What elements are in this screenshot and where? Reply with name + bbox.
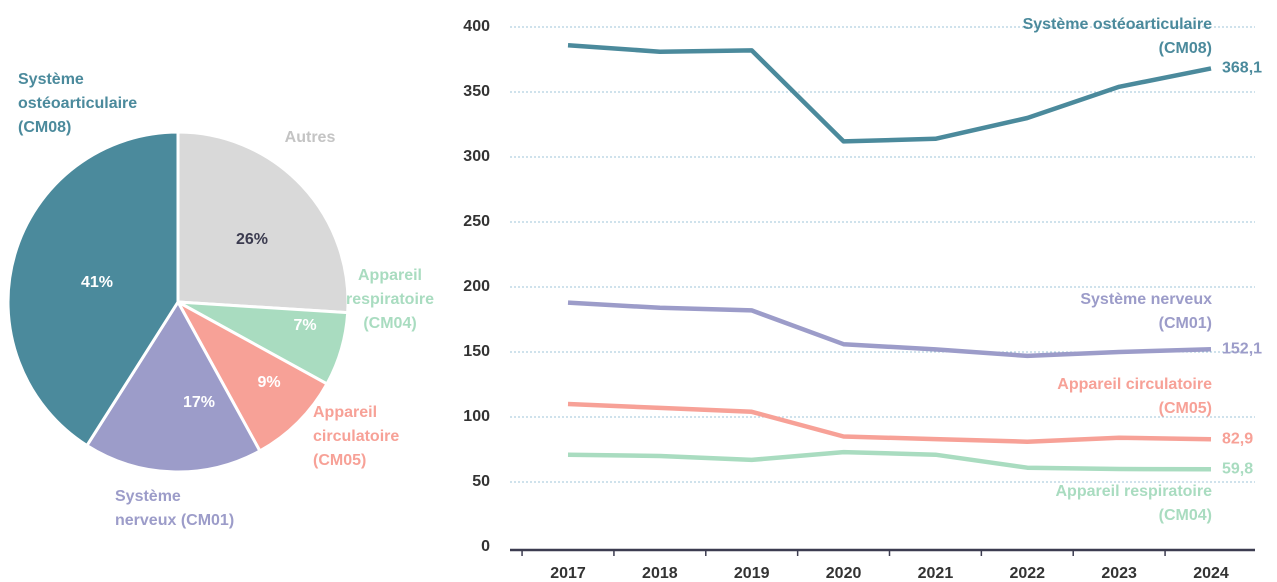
slice-label: Système ostéoarticulaire (CM08) xyxy=(18,71,137,136)
slice-value-label: 41% xyxy=(81,274,113,291)
pie-slice xyxy=(176,130,350,315)
slice-value-label: 26% xyxy=(236,231,268,248)
pie-slice xyxy=(174,298,330,454)
x-tick-label: 2023 xyxy=(1101,565,1137,582)
series-line xyxy=(567,401,1212,444)
value-label: 368,1 xyxy=(1222,60,1262,77)
x-tick-label: 2021 xyxy=(918,565,954,582)
x-tick-label: 2024 xyxy=(1193,565,1229,582)
series-label: Appareil circulatoire (CM05) xyxy=(1057,376,1212,417)
y-tick-label: 200 xyxy=(463,278,490,295)
y-tick-label: 300 xyxy=(463,148,490,165)
slice-value-label: 17% xyxy=(183,394,215,411)
pie-slice xyxy=(6,130,180,448)
y-tick-label: 350 xyxy=(463,83,490,100)
pie-slice xyxy=(84,299,262,474)
series-label: Système ostéoarticulaire (CM08) xyxy=(1023,16,1213,57)
slice-label: Autres xyxy=(285,129,336,146)
slice-value-label: 9% xyxy=(257,374,280,391)
x-tick-label: 2019 xyxy=(734,565,770,582)
series-line xyxy=(567,42,1212,144)
x-tick-label: 2022 xyxy=(1009,565,1045,582)
series-line xyxy=(567,300,1212,359)
series-line xyxy=(567,449,1212,472)
value-label: 152,1 xyxy=(1222,340,1262,357)
slice-label: Appareil circulatoire (CM05) xyxy=(313,404,399,469)
x-tick-label: 2017 xyxy=(550,565,586,582)
y-tick-label: 250 xyxy=(463,213,490,230)
y-tick-label: 400 xyxy=(463,18,490,35)
y-tick-label: 0 xyxy=(481,538,490,555)
x-tick-label: 2020 xyxy=(826,565,862,582)
series-label: Système nerveux (CM01) xyxy=(1080,291,1212,332)
slice-label: Appareil respiratoire (CM04) xyxy=(346,267,434,332)
slice-value-label: 7% xyxy=(293,317,316,334)
y-tick-label: 50 xyxy=(472,473,490,490)
x-tick-label: 2018 xyxy=(642,565,678,582)
value-label: 82,9 xyxy=(1222,430,1253,447)
y-tick-label: 100 xyxy=(463,408,490,425)
slice-label: Système nerveux (CM01) xyxy=(115,488,234,529)
y-tick-label: 150 xyxy=(463,343,490,360)
value-label: 59,8 xyxy=(1222,460,1253,477)
series-label: Appareil respiratoire (CM04) xyxy=(1056,483,1213,524)
